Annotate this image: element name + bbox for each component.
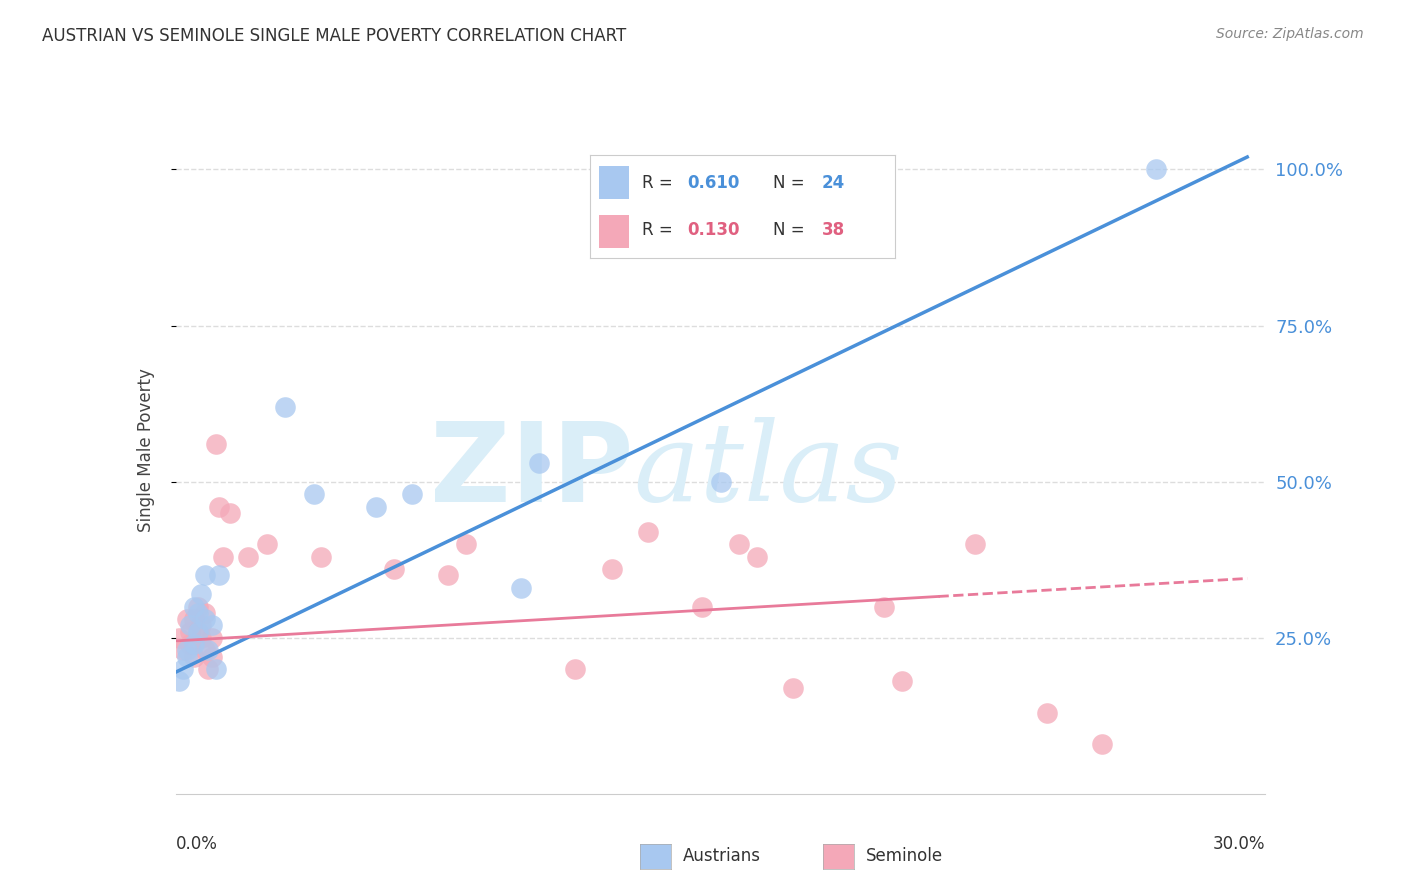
Point <box>710 475 733 489</box>
Point <box>891 674 914 689</box>
Point <box>509 581 531 595</box>
Text: AUSTRIAN VS SEMINOLE SINGLE MALE POVERTY CORRELATION CHART: AUSTRIAN VS SEMINOLE SINGLE MALE POVERTY… <box>42 27 627 45</box>
Text: 0.0%: 0.0% <box>176 835 218 853</box>
Point <box>302 487 325 501</box>
Text: 0.610: 0.610 <box>688 174 740 192</box>
Point <box>176 612 198 626</box>
Text: 24: 24 <box>821 174 845 192</box>
Point <box>212 549 235 564</box>
Point <box>204 437 226 451</box>
Point <box>183 649 205 664</box>
Point <box>194 612 217 626</box>
Point <box>186 624 209 639</box>
Text: Austrians: Austrians <box>683 847 761 865</box>
Point <box>176 649 198 664</box>
Point <box>190 587 212 601</box>
Text: 30.0%: 30.0% <box>1213 835 1265 853</box>
Text: R =: R = <box>641 174 678 192</box>
Point <box>637 524 659 539</box>
Point <box>745 549 768 564</box>
Point <box>963 537 986 551</box>
Point <box>179 618 201 632</box>
Point <box>201 618 224 632</box>
Point <box>183 599 205 614</box>
Text: N =: N = <box>773 221 810 239</box>
Point <box>183 637 205 651</box>
Point <box>179 624 201 639</box>
Point <box>692 599 714 614</box>
Point <box>219 506 242 520</box>
Point <box>309 549 332 564</box>
Point <box>190 618 212 632</box>
Point <box>169 631 191 645</box>
Text: N =: N = <box>773 174 810 192</box>
Point <box>194 606 217 620</box>
Y-axis label: Single Male Poverty: Single Male Poverty <box>136 368 155 533</box>
Text: ZIP: ZIP <box>430 417 633 524</box>
Point <box>873 599 896 614</box>
Point <box>172 643 194 657</box>
Point <box>364 500 387 514</box>
Text: atlas: atlas <box>633 417 903 524</box>
Point <box>186 599 209 614</box>
Point <box>186 624 209 639</box>
Point <box>201 649 224 664</box>
Point <box>176 643 198 657</box>
FancyBboxPatch shape <box>599 167 630 200</box>
Point <box>564 662 586 676</box>
Point <box>600 562 623 576</box>
Point <box>194 643 217 657</box>
Point <box>186 606 209 620</box>
Point <box>183 612 205 626</box>
Point <box>401 487 423 501</box>
Point <box>179 637 201 651</box>
Text: 38: 38 <box>821 221 845 239</box>
FancyBboxPatch shape <box>599 215 630 248</box>
Point <box>274 400 297 414</box>
Point <box>456 537 478 551</box>
Point <box>437 568 460 582</box>
Point <box>256 537 278 551</box>
Point <box>727 537 749 551</box>
Point <box>197 662 219 676</box>
Point <box>172 662 194 676</box>
Point <box>782 681 804 695</box>
Text: Source: ZipAtlas.com: Source: ZipAtlas.com <box>1216 27 1364 41</box>
Point <box>208 500 231 514</box>
Point <box>190 631 212 645</box>
Text: 0.130: 0.130 <box>688 221 740 239</box>
Text: R =: R = <box>641 221 678 239</box>
Point <box>201 631 224 645</box>
Point <box>1146 162 1168 177</box>
Point <box>527 456 550 470</box>
Point <box>194 568 217 582</box>
Point <box>197 643 219 657</box>
Point <box>238 549 260 564</box>
Point <box>208 568 231 582</box>
Point <box>382 562 405 576</box>
Text: Seminole: Seminole <box>865 847 942 865</box>
Point <box>1091 737 1114 751</box>
Point <box>204 662 226 676</box>
Point <box>169 674 191 689</box>
Point <box>1036 706 1059 720</box>
